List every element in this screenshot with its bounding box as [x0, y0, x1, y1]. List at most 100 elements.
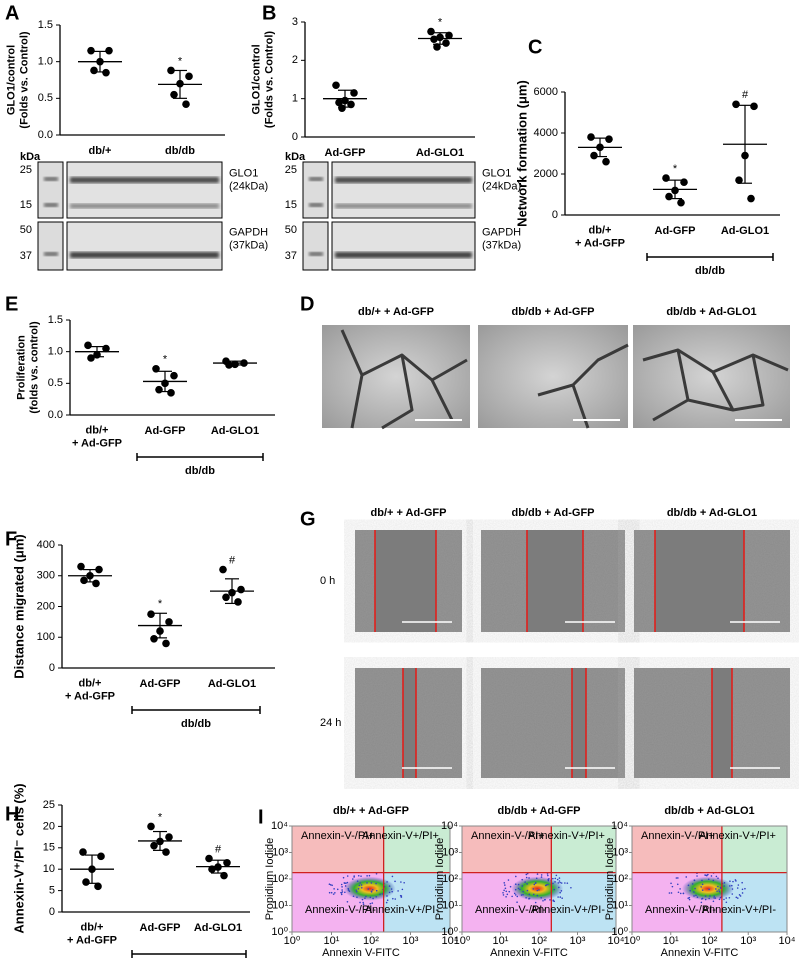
cell-event	[502, 894, 505, 896]
cell-event	[392, 897, 394, 900]
y-tick-label: 100	[37, 631, 55, 643]
cell-event	[534, 901, 537, 904]
cell-event	[328, 891, 331, 894]
cell-event	[357, 874, 360, 877]
data-point	[220, 871, 228, 880]
significance-mark: *	[438, 16, 443, 28]
cell-event	[342, 876, 345, 879]
cell-event	[345, 882, 347, 884]
cell-event	[670, 882, 672, 885]
data-point	[165, 833, 173, 841]
cell-event	[552, 882, 554, 885]
x-tick-label: 10⁰	[454, 935, 471, 947]
cell-event	[375, 889, 378, 892]
x-tick-label: 10⁴	[608, 935, 625, 947]
image-title: db/db + Ad-GFP	[512, 507, 595, 519]
cell-event	[525, 876, 528, 879]
data-point	[97, 852, 105, 861]
data-point	[95, 565, 103, 574]
band	[70, 177, 219, 183]
cell-event	[371, 888, 374, 891]
y-tick-label: 10²	[442, 873, 458, 885]
cell-event	[738, 894, 741, 896]
cell-event	[381, 893, 384, 895]
cell-event	[536, 894, 539, 897]
cell-event	[709, 895, 711, 897]
band	[335, 203, 472, 209]
row-label: 0 h	[320, 575, 335, 587]
kda-marker: 15	[285, 199, 297, 211]
data-point	[92, 579, 100, 588]
y-tick-label: 200	[37, 600, 55, 612]
band-label: GLO1 (24kDa)	[482, 167, 521, 192]
cell-event	[364, 897, 366, 899]
cell-event	[713, 897, 715, 899]
cell-event	[365, 895, 367, 898]
significance-mark: *	[158, 811, 163, 823]
cell-event	[540, 876, 543, 878]
quadrant	[383, 826, 450, 873]
cell-event	[343, 882, 346, 884]
cell-event	[503, 889, 505, 892]
marker-lane	[302, 161, 329, 219]
cell-event	[370, 882, 373, 884]
cell-event	[552, 877, 554, 880]
x-tick-label: Ad-GLO1	[211, 425, 259, 437]
data-point	[79, 848, 87, 856]
cell-event	[715, 875, 718, 878]
data-point	[662, 174, 670, 182]
data-point	[185, 72, 193, 81]
data-point	[442, 39, 450, 47]
y-tick-label: 3	[292, 16, 298, 28]
cell-event	[340, 893, 343, 896]
data-point	[162, 848, 170, 856]
data-point	[735, 176, 743, 184]
x-tick-label: 10²	[363, 935, 379, 947]
kda-marker: 15	[20, 199, 32, 211]
data-point	[94, 882, 102, 891]
data-point	[165, 618, 173, 626]
data-point	[587, 133, 595, 141]
cell-event	[521, 885, 524, 887]
quadrant	[551, 826, 616, 873]
data-point	[167, 389, 175, 397]
cell-event	[554, 877, 557, 880]
data-point	[732, 100, 740, 109]
data-point	[427, 27, 435, 36]
panel-letter: F	[5, 528, 17, 550]
cell-event	[718, 889, 720, 891]
cell-event	[544, 884, 547, 887]
wound-gap	[655, 530, 744, 632]
cell-event	[352, 878, 354, 880]
y-axis-label: Network formation (μm)	[514, 80, 529, 227]
data-point	[590, 151, 598, 160]
cell-event	[732, 880, 734, 883]
cell-event	[525, 873, 528, 876]
band-label: GAPDH (37kDa)	[482, 226, 521, 251]
y-tick-label: 10⁴	[271, 820, 288, 832]
cell-event	[735, 880, 737, 882]
cell-event	[701, 879, 703, 882]
cell-event	[361, 898, 364, 901]
cell-event	[401, 888, 404, 891]
cell-event	[366, 882, 368, 884]
cell-event	[719, 896, 722, 899]
quadrant-label: Annexin-V-/PI-	[305, 904, 376, 916]
y-tick-label: 25	[43, 799, 55, 811]
data-point	[150, 634, 158, 643]
marker-band	[309, 203, 323, 207]
cell-event	[559, 896, 562, 898]
y-tick-label: 0.0	[38, 129, 53, 141]
cell-event	[736, 897, 739, 899]
y-tick-label: 5	[49, 885, 55, 897]
cell-event	[516, 895, 519, 898]
x-tick-label: Ad-GFP	[145, 425, 186, 437]
cell-event	[526, 889, 529, 892]
x-tick-label: 10¹	[493, 935, 509, 947]
cell-event	[346, 881, 349, 884]
y-axis-label: GLO1/control(Folds vs. Control)	[250, 31, 275, 129]
data-point	[219, 565, 227, 574]
micrograph	[478, 325, 628, 428]
significance-mark: #	[742, 89, 749, 101]
data-point	[208, 865, 216, 873]
